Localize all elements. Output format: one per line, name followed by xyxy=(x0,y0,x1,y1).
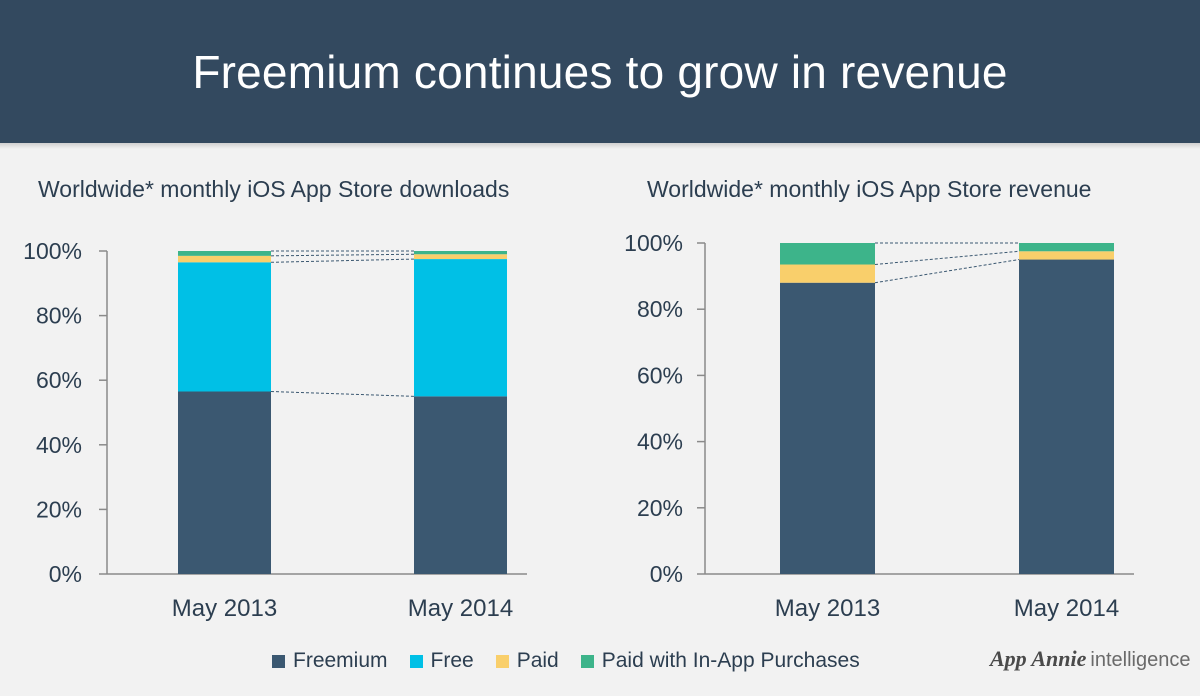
connector-line xyxy=(874,259,1020,284)
legend-label-paid-iap: Paid with In-App Purchases xyxy=(601,649,860,672)
legend-item-paid-iap: Paid with In-App Purchases xyxy=(580,649,860,673)
bar-segment-paid-with-in-app-purchases xyxy=(1019,243,1114,252)
bar-segment-free xyxy=(178,262,271,392)
legend-label-paid: Paid xyxy=(516,649,559,672)
connector-line xyxy=(874,250,1020,266)
x-category-label: May 2013 xyxy=(775,595,880,622)
legend-swatch-paid xyxy=(495,654,509,668)
header-banner: Freemium continues to grow in revenue xyxy=(0,0,1200,143)
bar-segment-paid xyxy=(414,254,507,260)
y-tick-label: 60% xyxy=(36,367,82,393)
x-category-label: May 2014 xyxy=(1014,595,1119,622)
bar-segment-paid xyxy=(178,255,271,263)
legend-swatch-paid-iap xyxy=(580,654,594,668)
y-tick-label: 0% xyxy=(650,561,683,587)
legend-item-paid: Paid xyxy=(495,649,559,673)
bar-segment-freemium xyxy=(178,391,271,574)
brand-suffix: intelligence xyxy=(1090,649,1191,671)
y-tick-label: 0% xyxy=(49,561,82,587)
y-tick-label: 40% xyxy=(36,432,82,458)
bar-segment-paid xyxy=(780,264,875,283)
y-tick-label: 100% xyxy=(23,238,82,264)
chart-title-downloads: Worldwide* monthly iOS App Store downloa… xyxy=(38,176,510,202)
bar-segment-freemium xyxy=(1019,259,1114,574)
bar-segment-paid xyxy=(1019,251,1114,260)
y-tick-label: 20% xyxy=(36,496,82,522)
y-tick-label: 40% xyxy=(637,429,683,455)
bar-segment-paid-with-in-app-purchases xyxy=(414,251,507,255)
legend-item-free: Free xyxy=(409,649,474,673)
y-tick-label: 80% xyxy=(36,303,82,329)
legend-item-freemium: Freemium xyxy=(272,649,388,673)
bar-segment-free xyxy=(414,259,507,397)
y-tick-label: 60% xyxy=(637,362,683,388)
y-tick-label: 80% xyxy=(637,296,683,322)
bar-segment-paid-with-in-app-purchases xyxy=(780,243,875,265)
legend-swatch-freemium xyxy=(272,654,285,668)
legend: Freemium Free Paid Paid with In-App Purc… xyxy=(272,648,882,674)
connector-line xyxy=(270,391,415,397)
legend-label-freemium: Freemium xyxy=(293,649,388,672)
x-category-label: May 2013 xyxy=(172,595,277,622)
chart-title-revenue: Worldwide* monthly iOS App Store revenue xyxy=(647,176,1092,202)
bar-segment-freemium xyxy=(780,282,875,574)
connector-line xyxy=(270,258,415,263)
header-shadow xyxy=(0,143,1200,149)
brand-logo-text: App Annie xyxy=(990,646,1087,671)
legend-swatch-free xyxy=(409,654,423,668)
bar-segment-freemium xyxy=(414,396,507,574)
legend-label-free: Free xyxy=(430,649,474,672)
connector-line xyxy=(270,253,415,257)
y-tick-label: 100% xyxy=(624,230,683,256)
x-category-label: May 2014 xyxy=(408,595,513,622)
bar-segment-paid-with-in-app-purchases xyxy=(178,251,271,256)
y-tick-label: 20% xyxy=(637,495,683,521)
app-annie-logo: App Annie intelligence xyxy=(990,646,1190,672)
page-title: Freemium continues to grow in revenue xyxy=(192,45,1008,98)
